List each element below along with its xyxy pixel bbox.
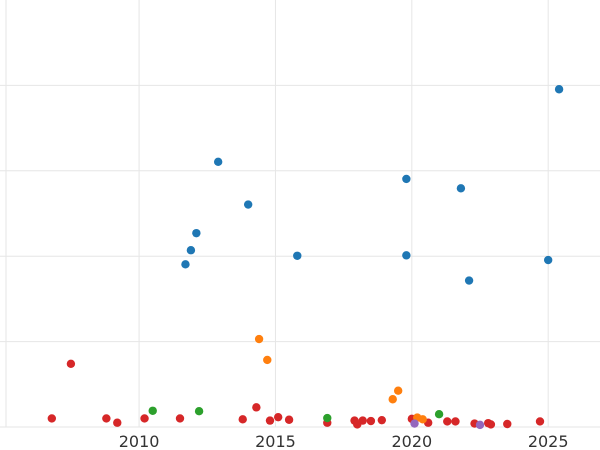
data-point [535,417,545,426]
data-point [284,415,294,424]
data-point [456,184,466,193]
data-point [434,409,444,419]
data-point [194,407,204,416]
data-points [47,85,564,430]
data-point [410,419,419,428]
grid [0,0,600,428]
x-tick-label: 2020 [391,432,432,450]
data-point [113,418,122,427]
series-1 [47,359,545,429]
data-point [273,412,283,422]
data-point [254,334,264,344]
data-point [323,413,332,423]
data-point [402,251,411,260]
data-point [252,403,261,412]
data-point [293,251,302,260]
data-point [265,416,275,425]
data-point [402,174,411,184]
data-point [451,417,460,426]
data-point [475,420,485,430]
data-point [213,157,223,167]
data-point [140,414,149,423]
x-tick-label: 2015 [255,432,296,450]
data-point [443,417,452,426]
data-point [102,414,111,423]
series-0 [181,85,564,285]
data-point [175,414,185,423]
series-2 [254,334,427,424]
data-point [148,406,157,415]
data-point [192,228,201,238]
data-point [47,414,57,423]
data-point [418,415,427,424]
series-4 [410,419,485,430]
data-point [464,276,474,285]
x-axis-tick-labels: 2010 2015 2020 2025 [119,432,569,450]
data-point [181,260,190,269]
data-point [393,386,403,395]
data-point [66,359,76,369]
data-point [377,415,387,425]
data-point [388,395,397,404]
data-point [554,85,564,94]
data-point [543,255,553,265]
x-tick-label: 2025 [528,432,569,450]
data-point [243,200,253,209]
data-point [186,246,196,255]
data-point [238,415,247,424]
data-point [353,420,362,429]
x-tick-label: 2010 [119,432,160,450]
data-point [486,420,496,429]
data-point [503,419,512,429]
series-3 [148,406,444,423]
data-point [366,416,376,426]
data-point [263,355,272,365]
